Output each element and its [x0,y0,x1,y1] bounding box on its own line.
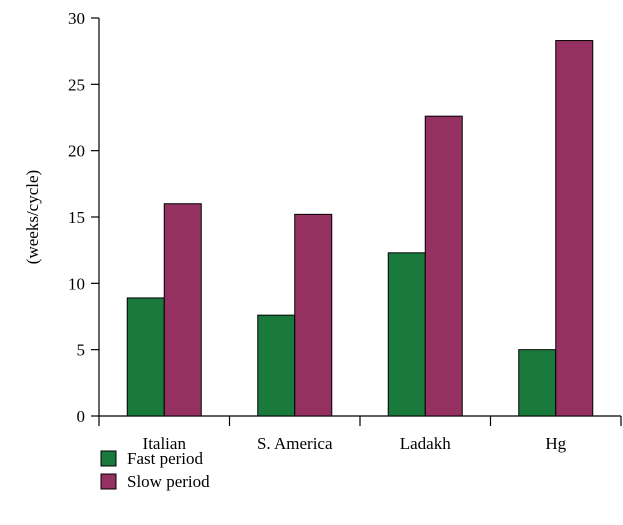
x-tick-label: S. America [257,434,333,453]
bar-slow-period [555,40,594,417]
y-tick-label: 25 [68,75,85,94]
legend-label: Slow period [127,472,210,491]
legend-label: Fast period [127,449,204,468]
x-tick-label: Italian [143,434,187,453]
y-tick-label: 15 [68,208,85,227]
y-tick-label: 10 [68,274,85,293]
bar-fast-period [126,297,165,417]
bar-fast-period [518,349,557,417]
bar-slow-period [294,213,333,417]
y-tick-label: 20 [68,142,85,161]
bar-fast-period [387,252,426,417]
legend-swatch [100,473,117,490]
legend: Fast period Slow period [100,449,210,491]
y-tick-label: 30 [68,9,85,28]
x-tick-label: Hg [545,434,566,453]
bar-slow-period [424,115,463,417]
legend-swatch [100,450,117,467]
y-axis-title: (weeks/cycle) [23,170,42,264]
y-tick-label: 5 [77,341,86,360]
axes: 0 5 10 15 20 25 30 Italian S. America Ladakh Hg [68,9,622,453]
bar-fast-period [257,314,296,417]
x-tick-label: Ladakh [400,434,451,453]
bar-slow-period [163,203,202,417]
bars [126,40,594,417]
y-tick-label: 0 [77,407,86,426]
